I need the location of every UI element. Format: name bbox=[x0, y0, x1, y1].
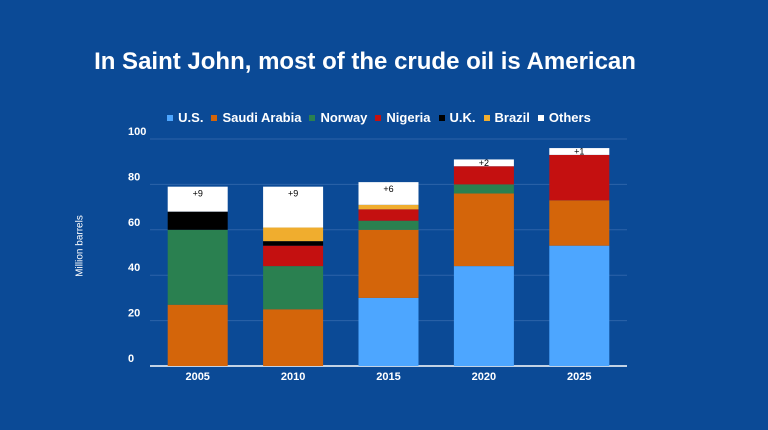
bar-nigeria-2020 bbox=[453, 166, 514, 185]
bar-others-2025 bbox=[549, 148, 610, 155]
y-tick-label: 20 bbox=[128, 308, 140, 320]
legend-item-u-k: U.K. bbox=[438, 110, 476, 125]
x-tick-label: 2025 bbox=[567, 371, 591, 383]
legend-item-u-s: U.S. bbox=[167, 110, 203, 125]
bar-brazil-2015 bbox=[358, 204, 419, 210]
legend-swatch bbox=[211, 114, 218, 121]
legend-swatch bbox=[375, 114, 382, 121]
legend-label: Others bbox=[548, 110, 591, 125]
bar-norway-2010 bbox=[263, 266, 324, 310]
bar-annotation: +6 bbox=[383, 184, 393, 194]
bar-norway-2020 bbox=[453, 184, 514, 194]
bar-brazil-2010 bbox=[263, 227, 324, 242]
bar-others-2020 bbox=[453, 159, 514, 167]
bar-saudi-arabia-2020 bbox=[453, 193, 514, 267]
bar-saudi-arabia-2025 bbox=[549, 200, 610, 246]
bar-others-2010 bbox=[263, 186, 324, 228]
bar-annotation: +9 bbox=[288, 189, 298, 199]
bar-annotation: +9 bbox=[193, 189, 203, 199]
bar-saudi-arabia-2005 bbox=[167, 304, 228, 366]
legend-label: Brazil bbox=[494, 110, 530, 125]
legend-item-nigeria: Nigeria bbox=[375, 110, 431, 125]
bar-nigeria-2010 bbox=[263, 245, 324, 267]
x-tick-label: 2015 bbox=[376, 371, 400, 383]
legend-item-norway: Norway bbox=[309, 110, 367, 125]
legend-swatch bbox=[537, 114, 544, 121]
bar-annotation: +2 bbox=[479, 158, 489, 168]
bar-u-k-2005 bbox=[167, 211, 228, 230]
legend-swatch bbox=[309, 114, 316, 121]
bar-u-s-2015 bbox=[358, 297, 419, 366]
bar-nigeria-2015 bbox=[358, 209, 419, 221]
legend-label: U.K. bbox=[449, 110, 476, 125]
y-tick-label: 80 bbox=[128, 171, 140, 183]
bar-others-2015 bbox=[358, 182, 419, 205]
legend-item-saudi-arabia: Saudi Arabia bbox=[211, 110, 301, 125]
legend-swatch bbox=[167, 114, 174, 121]
bar-u-s-2020 bbox=[453, 266, 514, 366]
bar-nigeria-2025 bbox=[549, 154, 610, 201]
legend-item-others: Others bbox=[537, 110, 591, 125]
y-tick-label: 60 bbox=[128, 217, 140, 229]
legend-swatch bbox=[483, 114, 490, 121]
legend-label: Saudi Arabia bbox=[222, 110, 302, 125]
chart-title: In Saint John, most of the crude oil is … bbox=[94, 48, 636, 75]
legend: U.S. Saudi Arabia Norway Nigeria U.K. Brazil O… bbox=[0, 110, 758, 125]
bar-u-s-2025 bbox=[549, 245, 610, 366]
bar-norway-2005 bbox=[167, 229, 228, 305]
y-tick-label: 40 bbox=[128, 262, 140, 274]
x-tick-label: 2020 bbox=[472, 371, 496, 383]
x-tick-label: 2005 bbox=[185, 371, 209, 383]
bar-norway-2015 bbox=[358, 220, 419, 230]
legend-label: Nigeria bbox=[386, 110, 431, 125]
bar-saudi-arabia-2015 bbox=[358, 229, 419, 298]
legend-label: U.S. bbox=[178, 110, 204, 125]
bar-saudi-arabia-2010 bbox=[263, 309, 324, 366]
legend-swatch bbox=[438, 114, 445, 121]
legend-label: Norway bbox=[320, 110, 368, 125]
bar-annotation: +1 bbox=[574, 146, 584, 156]
y-tick-label: 100 bbox=[128, 126, 146, 138]
legend-item-brazil: Brazil bbox=[483, 110, 530, 125]
y-tick-label: 0 bbox=[128, 353, 134, 365]
x-tick-label: 2010 bbox=[281, 371, 305, 383]
bar-u-k-2010 bbox=[263, 241, 324, 246]
bar-others-2005 bbox=[167, 186, 228, 212]
